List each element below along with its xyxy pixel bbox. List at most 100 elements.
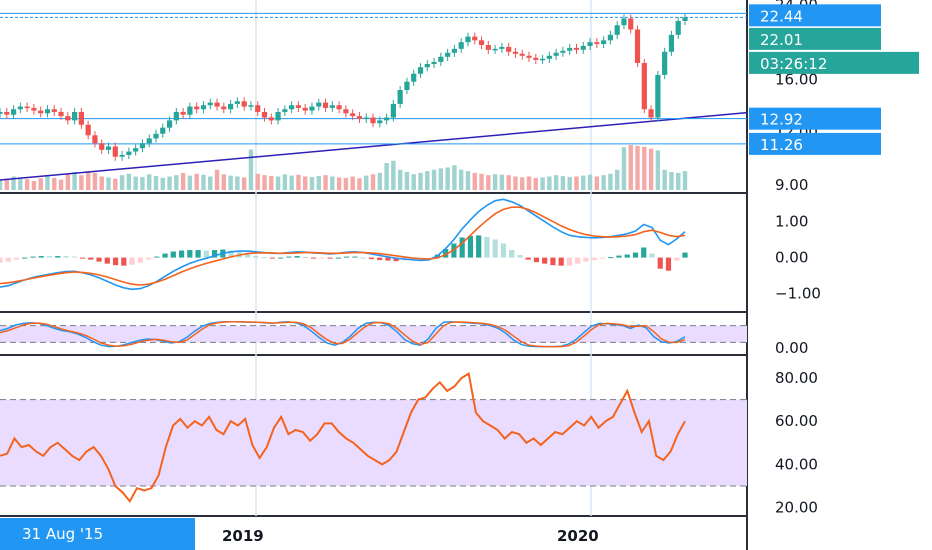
volume-bar xyxy=(669,172,674,190)
macd-histogram-bar xyxy=(649,253,655,258)
price-tag-level-1: 12.92 xyxy=(760,111,803,129)
macd-histogram-bar xyxy=(195,250,201,258)
volume-bar xyxy=(92,172,98,190)
candle-body xyxy=(343,109,349,114)
macd-histogram-bar xyxy=(187,250,193,258)
candle-body xyxy=(105,146,112,150)
cursor-date-tag xyxy=(0,518,195,550)
candle-body xyxy=(10,109,17,115)
macd-histogram-bar xyxy=(38,256,44,258)
volume-bar xyxy=(601,175,606,190)
candle-body xyxy=(153,133,159,139)
candle-body xyxy=(221,106,227,110)
macd-histogram-bar xyxy=(129,257,135,265)
volume-bar xyxy=(275,176,281,190)
rsi-line xyxy=(0,371,686,503)
candle-body xyxy=(24,106,30,109)
macd-histogram-bar xyxy=(632,252,639,258)
candle-body xyxy=(451,48,458,53)
volume-bar xyxy=(52,177,57,190)
time-label-2019: 2019 xyxy=(222,527,264,545)
volume-bar xyxy=(58,179,64,190)
volume-bar xyxy=(682,171,688,190)
macd-histogram-bar xyxy=(665,257,672,271)
candle-body xyxy=(370,117,376,124)
candle-body xyxy=(133,148,139,152)
price-axis-tick: 9.00 xyxy=(775,176,808,194)
volume-bar xyxy=(648,148,654,190)
price-tag-level-1-bg xyxy=(749,107,881,130)
macd-histogram-bar xyxy=(294,256,300,258)
macd-histogram-bar xyxy=(0,257,3,263)
candle-body xyxy=(85,124,91,136)
volume-bar xyxy=(180,172,186,190)
stoch-band xyxy=(0,325,747,343)
volume-bar xyxy=(160,177,165,190)
volume-bar xyxy=(302,176,308,190)
rsi-axis-tick: 60.00 xyxy=(775,412,818,430)
candle-body xyxy=(255,105,261,112)
volume-bar xyxy=(567,176,572,190)
macd-histogram-bar xyxy=(476,235,482,258)
candle-body xyxy=(227,103,234,110)
volume-bar xyxy=(262,175,267,190)
volume-bar xyxy=(255,173,260,190)
candle-body xyxy=(675,20,681,35)
volume-bar xyxy=(377,172,383,190)
macd-pane[interactable]: 1.00 0.00 −1.00 xyxy=(0,198,821,303)
macd-histogram-bar xyxy=(55,256,61,258)
volume-bar xyxy=(99,176,104,190)
volume-bar xyxy=(106,177,111,190)
candle-body xyxy=(601,40,607,45)
volume-bar xyxy=(187,175,193,190)
candle-body xyxy=(336,105,342,110)
candle-body xyxy=(329,105,335,108)
volume-bar xyxy=(594,176,600,190)
candle-body xyxy=(180,111,186,115)
volume-bar xyxy=(309,176,315,190)
volume-bar xyxy=(425,171,430,190)
volume-bar xyxy=(174,175,179,190)
candle-body xyxy=(478,40,485,45)
stochastic-pane[interactable]: 0.00 xyxy=(0,320,808,357)
candle-body xyxy=(580,45,586,50)
volume-bar xyxy=(520,177,525,190)
macd-histogram-bar xyxy=(641,247,647,258)
macd-histogram-bar xyxy=(377,257,383,261)
rsi-pane[interactable]: 80.00 60.00 40.00 20.00 xyxy=(0,369,818,517)
macd-histogram-bar xyxy=(500,243,507,258)
candle-body xyxy=(126,151,132,155)
macd-histogram-bar xyxy=(46,256,53,258)
candle-body xyxy=(560,50,566,53)
candle-body xyxy=(634,29,641,63)
candle-body xyxy=(119,154,125,157)
volume-bar xyxy=(655,150,661,190)
trend-line[interactable] xyxy=(0,111,748,181)
macd-histogram-bar xyxy=(674,257,680,261)
volume-bar xyxy=(214,169,220,190)
volume-bar xyxy=(445,167,450,190)
macd-histogram-bar xyxy=(542,257,548,264)
candle-body xyxy=(302,107,308,111)
macd-histogram-bar xyxy=(335,257,341,259)
candle-body xyxy=(411,73,417,82)
macd-histogram-bar xyxy=(104,257,110,264)
candle-body xyxy=(519,53,525,56)
macd-histogram-bar xyxy=(352,256,358,258)
macd-histogram-bar xyxy=(327,257,333,259)
volume-bar xyxy=(540,177,545,190)
rsi-axis-tick: 20.00 xyxy=(775,499,818,517)
volume-bar xyxy=(113,178,118,190)
price-pane[interactable]: 24.0016.0012.009.0022.4422.0103:26:1212.… xyxy=(0,0,919,194)
candle-body xyxy=(248,105,254,107)
macd-histogram-bar xyxy=(96,257,102,262)
candle-body xyxy=(438,56,444,62)
rsi-axis-tick: 80.00 xyxy=(775,369,818,387)
candle-body xyxy=(363,117,369,120)
macd-histogram-bar xyxy=(575,257,581,264)
candle-body xyxy=(207,102,213,106)
macd-histogram-bar xyxy=(533,257,540,263)
macd-histogram-bar xyxy=(467,235,474,258)
candle-body xyxy=(316,102,322,107)
